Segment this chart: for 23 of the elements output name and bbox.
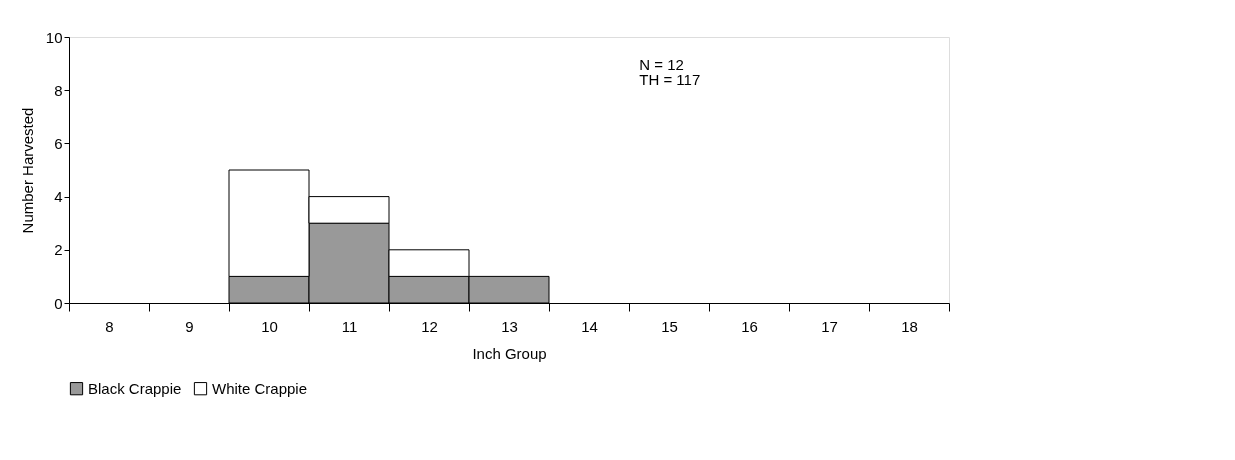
x-axis-title: Inch Group: [472, 344, 547, 362]
x-tick-label: 8: [105, 317, 114, 335]
y-axis-title: Number Harvested: [18, 107, 36, 234]
annotation: N = 12: [639, 55, 684, 73]
y-tick-label: 4: [54, 188, 63, 206]
x-tick-label: 18: [901, 317, 918, 335]
x-tick-label: 17: [821, 317, 838, 335]
y-tick-label: 0: [54, 294, 63, 312]
x-tick-label: 9: [185, 317, 194, 335]
x-tick-label: 16: [741, 317, 758, 335]
x-tick-label: 12: [421, 317, 438, 335]
y-tick-label: 10: [45, 28, 63, 46]
annotation: TH = 117: [639, 70, 701, 88]
legend-label: Black Crappie: [88, 379, 182, 397]
x-tick-label: 15: [661, 317, 678, 335]
legend-label: White Crappie: [212, 379, 308, 397]
y-tick-label: 6: [54, 134, 63, 152]
x-tick-label: 14: [581, 317, 598, 335]
y-tick-label: 8: [54, 81, 63, 99]
x-tick-label: 11: [341, 317, 358, 335]
x-tick-label: 10: [261, 317, 278, 335]
y-tick-label: 2: [54, 241, 63, 259]
x-tick-label: 13: [501, 317, 518, 335]
